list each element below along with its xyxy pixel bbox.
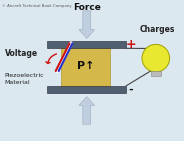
Bar [151,71,161,76]
Text: Force: Force [73,3,101,12]
Text: Voltage: Voltage [5,49,38,58]
Text: -: - [129,85,133,95]
Text: Charges: Charges [140,25,175,34]
FancyArrow shape [79,11,95,38]
Text: © Aircraft Technical Book Company: © Aircraft Technical Book Company [2,4,72,8]
Text: Piezoelectric
Material: Piezoelectric Material [4,73,44,85]
Bar [61,48,110,86]
Bar [47,86,126,93]
Text: P↑: P↑ [77,61,95,71]
Circle shape [142,44,170,72]
FancyArrow shape [79,97,95,124]
Bar [47,41,126,48]
Text: +: + [126,38,137,51]
